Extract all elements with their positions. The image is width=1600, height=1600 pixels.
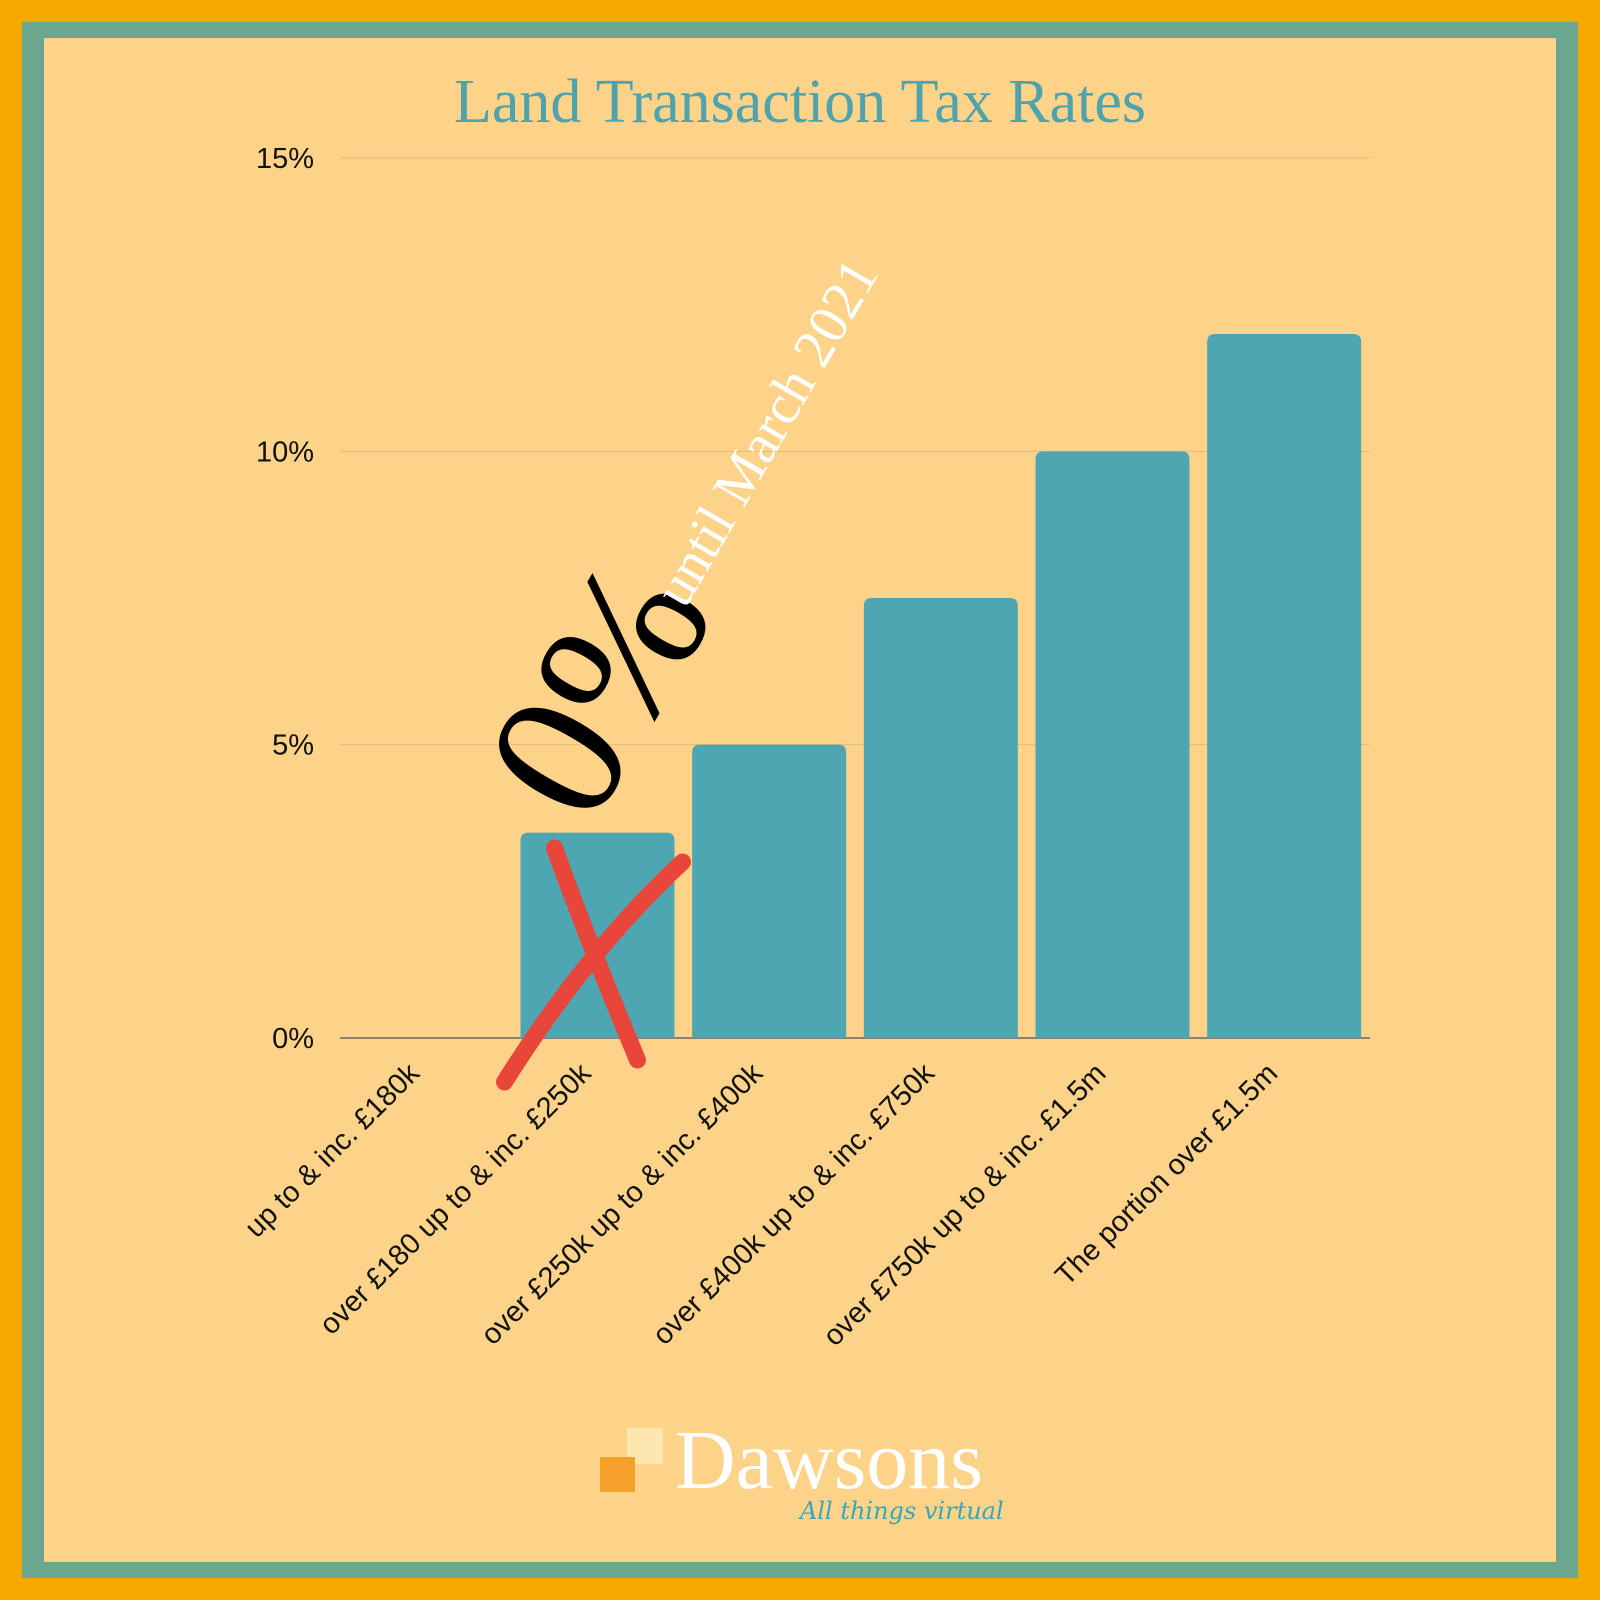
logo-square-orange	[600, 1457, 635, 1492]
bars	[520, 334, 1362, 1038]
cross-stroke	[496, 853, 691, 1091]
bar	[1207, 334, 1362, 1038]
x-tick-label: up to & inc. £180k	[239, 1057, 426, 1244]
chart-title: Land Transaction Tax Rates	[454, 68, 1146, 136]
x-tick-label: over £750k up to & inc. £1.5m	[817, 1057, 1112, 1352]
y-tick-label: 5%	[272, 730, 314, 762]
x-tick-label: over £180 up to & inc. £250k	[314, 1057, 598, 1341]
bar	[863, 598, 1018, 1038]
y-tick-label: 0%	[272, 1023, 314, 1055]
y-tick-label: 15%	[256, 143, 314, 175]
x-tick-label: over £250k up to & inc. £400k	[475, 1057, 769, 1351]
bar	[1035, 451, 1190, 1038]
bar	[520, 832, 675, 1038]
logo-tagline: All things virtual	[798, 1497, 1004, 1525]
bar	[692, 744, 847, 1038]
dawsons-logo: Dawsons All things virtual	[600, 1414, 1004, 1525]
x-tick-label: over £400k up to & inc. £750k	[647, 1057, 941, 1351]
y-axis-ticks: 0% 5% 10% 15%	[256, 143, 314, 1055]
until-march-text: until March 2021	[643, 249, 891, 617]
grid-lines	[340, 157, 1370, 1039]
red-cross-mark	[496, 839, 691, 1091]
y-tick-label: 10%	[256, 436, 314, 468]
logo-wordmark: Dawsons	[675, 1414, 983, 1507]
